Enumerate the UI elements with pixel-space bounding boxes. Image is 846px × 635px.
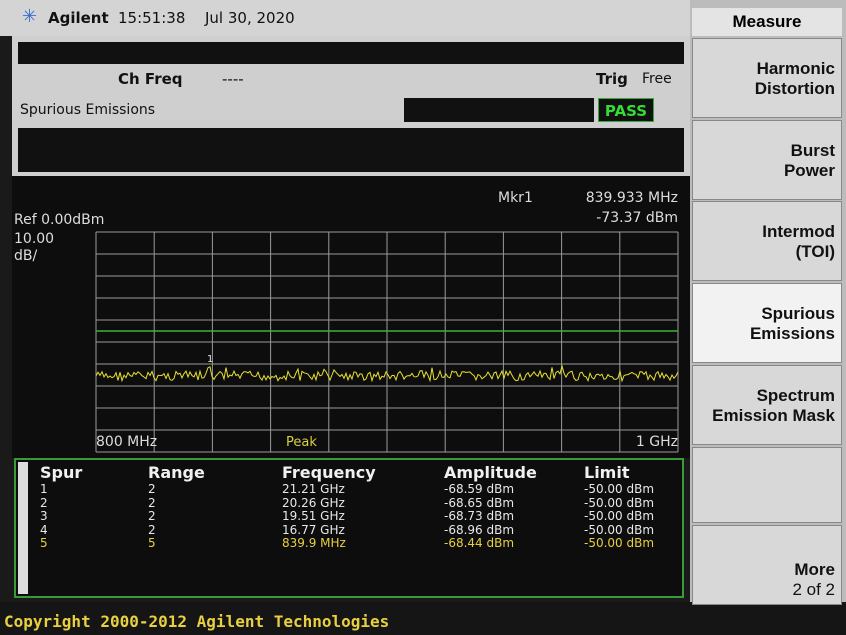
softkey[interactable]: Spectrum Emission Mask — [692, 365, 842, 445]
ch-freq-label: Ch Freq — [118, 70, 183, 88]
table-header: Spur — [40, 463, 83, 482]
start-freq: 800 MHz — [96, 434, 157, 450]
softkey-label: More — [794, 560, 835, 579]
trace — [95, 364, 679, 383]
table-cell: 839.9 MHz — [282, 536, 346, 550]
table-cell: 21.21 GHz — [282, 482, 345, 496]
table-cell: -68.44 dBm — [444, 536, 515, 550]
table-cell: -68.59 dBm — [444, 482, 515, 496]
grid — [95, 231, 679, 453]
softkey-label: Power — [783, 161, 835, 180]
result-box — [404, 98, 594, 122]
softkey-label: Distortion — [754, 79, 835, 98]
table-cell: -50.00 dBm — [584, 495, 655, 510]
softkey[interactable]: More 2 of 2 — [692, 525, 842, 605]
softkey-label: (TOI) — [795, 242, 835, 261]
marker-freq: 839.933 MHz — [586, 190, 678, 206]
softkey[interactable]: Harmonic Distortion — [692, 38, 842, 118]
softkey-label: Emission Mask — [712, 406, 835, 425]
softkey-label: Spectrum — [756, 386, 835, 405]
table-cell: 4 — [40, 522, 48, 537]
marker-amp: -73.37 dBm — [596, 210, 678, 226]
table-header: Range — [148, 463, 205, 482]
time: 15:51:38 — [118, 9, 186, 27]
softkey-label: Burst — [790, 141, 835, 160]
stop-freq: 1 GHz — [636, 434, 678, 450]
message-bar — [18, 128, 684, 172]
table-cell: 2 — [148, 509, 156, 523]
scale: 10.00 — [14, 231, 54, 247]
table-cell: -50.00 dBm — [584, 509, 655, 523]
trig-value: Free — [642, 71, 672, 87]
table-cell: 1 — [40, 482, 48, 496]
table-cell: 2 — [148, 482, 156, 496]
table-cell: -50.00 dBm — [584, 536, 655, 550]
table-cell: 3 — [40, 509, 48, 523]
table-cell: -50.00 dBm — [584, 522, 655, 537]
table-cell: 19.51 GHz — [282, 509, 345, 523]
spur-table — [14, 458, 684, 598]
footer-bar — [0, 602, 846, 635]
ref-level: Ref 0.00dBm — [14, 212, 104, 228]
table-cell: 2 — [148, 522, 156, 537]
date: Jul 30, 2020 — [205, 9, 295, 27]
softkey[interactable]: Intermod (TOI) — [692, 201, 842, 281]
softkey[interactable]: Spurious Emissions — [692, 283, 842, 363]
status-bar — [18, 42, 684, 64]
softkey-label: Intermod — [762, 222, 835, 241]
pass-result: PASS — [598, 98, 654, 122]
table-cell: -50.00 dBm — [584, 482, 655, 496]
table-header: Amplitude — [444, 463, 537, 482]
softkey-title: Measure — [692, 8, 842, 36]
table-cell: 2 — [148, 495, 156, 510]
softkey-label: 2 of 2 — [792, 580, 835, 599]
trig-label: Trig — [596, 70, 628, 88]
softkey-label: Harmonic — [756, 59, 835, 78]
table-cell: -68.96 dBm — [444, 522, 515, 537]
softkey-blank[interactable] — [692, 447, 842, 523]
spectrum-display: 1 Mkr1 839.933 MHz -73.37 dBm Ref 0.00dB… — [12, 176, 690, 458]
softkey[interactable]: Burst Power — [692, 120, 842, 200]
table-cell: 2 — [40, 495, 48, 510]
table-cell: -68.73 dBm — [444, 509, 515, 523]
display-bg — [12, 176, 690, 458]
ch-freq-value: ---- — [222, 70, 244, 88]
table-cell: -68.65 dBm — [444, 495, 515, 510]
softkey-label: Emissions — [749, 324, 835, 343]
softkey-label: Spurious — [761, 304, 835, 323]
copyright: Copyright 2000-2012 Agilent Technologies — [4, 612, 390, 631]
detector: Peak — [286, 435, 317, 450]
table-cell: 20.26 GHz — [282, 495, 345, 510]
table-header: Frequency — [282, 463, 376, 482]
logo: ✳ — [22, 6, 38, 27]
table-cell: 5 — [40, 536, 48, 550]
measurement: Spurious Emissions — [20, 102, 156, 118]
marker-label: Mkr1 — [498, 190, 533, 206]
table-header: Limit — [584, 463, 630, 482]
table-cell: 5 — [148, 536, 156, 550]
top-bar — [0, 0, 690, 36]
scrollbar — [18, 462, 28, 594]
table-cell: 16.77 GHz — [282, 522, 345, 537]
marker-number: 1 — [207, 354, 213, 365]
brand: Agilent — [48, 9, 109, 27]
scale-unit: dB/ — [14, 248, 37, 264]
